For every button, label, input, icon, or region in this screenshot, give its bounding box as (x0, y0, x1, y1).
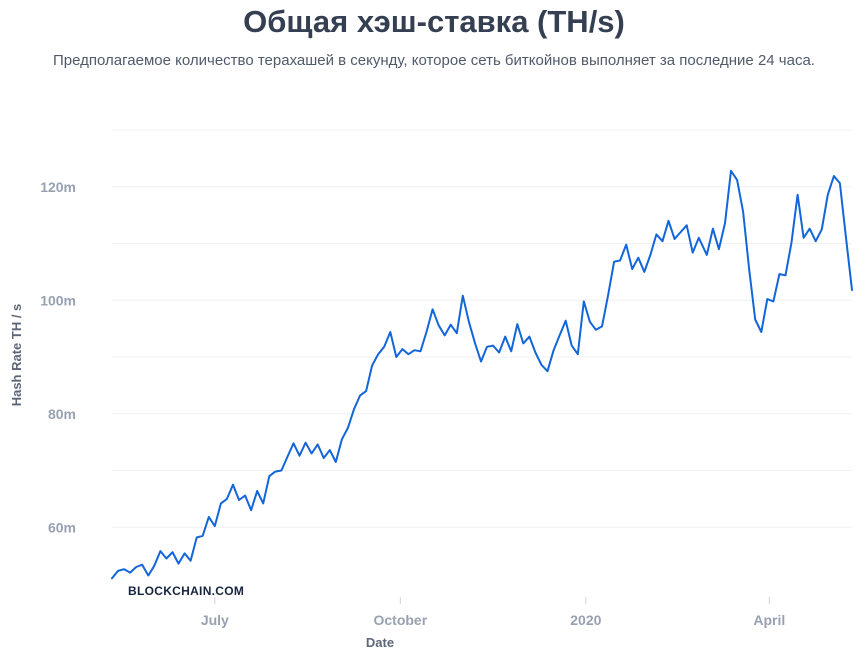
series-line (111, 169, 853, 580)
y-axis-ticks: 60m 80m 100m 120m (40, 179, 76, 536)
chart-title: Общая хэш-ставка (TH/s) (243, 4, 625, 39)
x-axis-ticks: July October 2020 April (201, 597, 785, 628)
blockchain-watermark: BLOCKCHAIN.COM (128, 584, 244, 598)
x-axis-label: Date (366, 635, 394, 650)
y-axis-label: Hash Rate TH / s (9, 304, 24, 407)
chart-gridlines (112, 129, 852, 528)
y-tick-label: 100m (40, 292, 76, 308)
y-tick-label: 80m (48, 406, 76, 422)
y-tick-label: 120m (40, 179, 76, 195)
x-tick-label: April (753, 612, 785, 628)
y-tick-label: 60m (48, 519, 76, 535)
x-tick-label: 2020 (570, 612, 601, 628)
x-tick-label: July (201, 612, 229, 628)
chart-subtitle: Предполагаемое количество терахашей в се… (53, 52, 815, 69)
x-tick-label: October (373, 612, 427, 628)
